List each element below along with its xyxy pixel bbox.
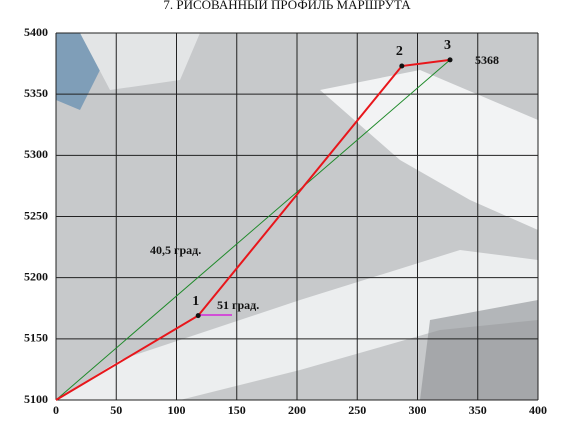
x-tick-label: 150 [228, 403, 246, 417]
y-tick-label: 5150 [24, 331, 48, 345]
x-tick-label: 400 [529, 403, 547, 417]
x-tick-label: 300 [409, 403, 427, 417]
x-tick-label: 50 [110, 403, 122, 417]
snow-patch [80, 33, 200, 90]
x-tick-label: 100 [168, 403, 186, 417]
x-tick-label: 250 [348, 403, 366, 417]
point-label: 3 [444, 38, 451, 53]
y-tick-label: 5200 [24, 269, 48, 283]
water-patch [56, 33, 100, 110]
point-label: 1 [192, 294, 199, 309]
series-line [55, 59, 451, 401]
x-tick-label: 200 [288, 403, 306, 417]
annotation: 40,5 град. [150, 243, 201, 257]
x-tick-label: 0 [53, 403, 59, 417]
x-tick-label: 350 [469, 403, 487, 417]
route-point [399, 63, 405, 69]
y-tick-label: 5400 [24, 25, 48, 39]
route-point [195, 313, 201, 319]
y-tick-label: 5250 [24, 208, 48, 222]
annotation: 51 град. [217, 298, 259, 312]
route-point [447, 57, 453, 63]
y-tick-label: 5300 [24, 147, 48, 161]
y-tick-label: 5100 [24, 392, 48, 406]
y-tick-label: 5350 [24, 86, 48, 100]
series-line [55, 58, 451, 401]
point-label: 2 [396, 44, 403, 59]
annotation: 5368 [475, 53, 499, 67]
chart-title: 7. РИСОВАННЫЙ ПРОФИЛЬ МАРШРУТА [163, 0, 411, 12]
rock-patch [420, 300, 538, 400]
snow-patch [320, 70, 538, 230]
